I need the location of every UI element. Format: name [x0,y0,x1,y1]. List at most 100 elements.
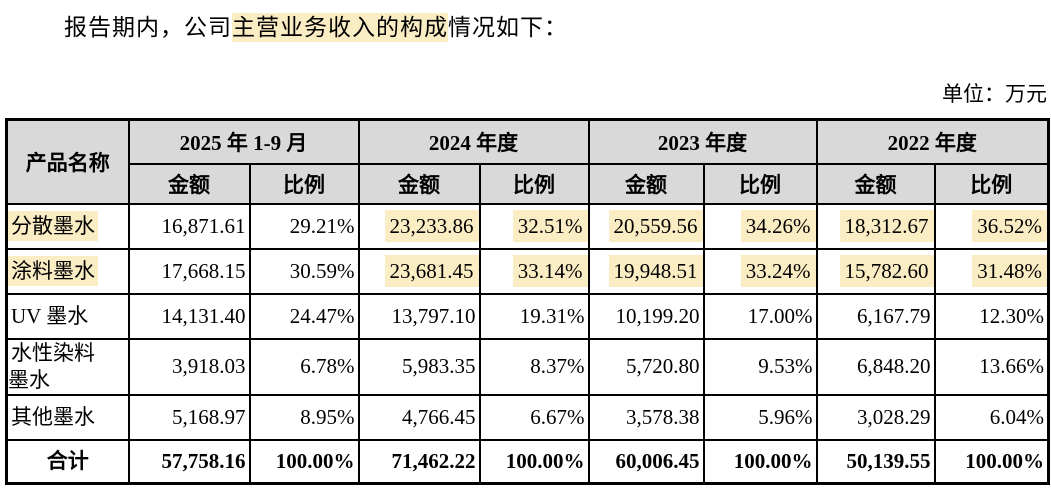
total-ratio-cell: 100.00% [702,438,818,485]
ratio-cell-text: 33.24% [740,254,815,287]
table-row: 分散墨水 16,871.61 29.21% 23,233.86 32.51% 20,559… [5,202,1050,250]
amount-cell: 6,848.20 [815,337,936,396]
ratio-cell-text: 17.00% [747,303,813,328]
ratio-cell-text: 36.52% [972,209,1047,242]
amount-cell: 16,871.61 [127,202,251,250]
product-name-cell-text: 涂料墨水 [8,255,98,286]
amount-cell: 3,028.29 [815,393,936,441]
product-name-cell: 分散墨水 [5,202,130,250]
ratio-cell-text: 8.95% [300,404,355,429]
ratio-cell: 31.48% [933,247,1050,295]
amount-cell-text: 5,983.35 [402,354,476,378]
ratio-cell-text: 24.47% [289,303,355,328]
ratio-cell: 24.47% [248,292,360,340]
amount-header: 金额 [357,162,481,205]
total-ratio-cell: 100.00% [248,438,360,485]
ratio-cell-text: 31.48% [972,254,1047,287]
ratio-cell-text: 33.14% [512,254,587,287]
ratio-cell: 33.24% [702,247,818,295]
ratio-cell-text: 30.59% [289,258,355,283]
ratio-cell-text: 6.78% [300,354,355,378]
total-ratio-cell-text: 100.00% [505,448,585,473]
total-amount-cell-text: 57,758.16 [161,448,246,473]
product-name-cell: UV 墨水 [5,292,130,340]
amount-cell: 18,312.67 [815,202,936,250]
ratio-cell: 29.21% [248,202,360,250]
ratio-cell-text: 6.67% [530,404,585,429]
amount-cell-text: 3,578.38 [626,404,700,429]
total-amount-cell: 71,462.22 [357,438,481,485]
ratio-header: 比例 [702,162,818,205]
ratio-cell-text: 8.37% [530,354,585,378]
total-amount-cell-text: 71,462.22 [391,448,476,473]
product-name-cell-text: UV 墨水 [11,303,89,328]
period-header-2023: 2023 年度 [587,118,818,165]
page-title: 报告期内，公司主营业务收入的构成情况如下： [64,12,1051,43]
amount-cell: 13,797.10 [357,292,481,340]
ratio-cell: 19.31% [478,292,590,340]
product-name-cell: 水性染料 墨水 [5,337,130,396]
amount-cell: 3,578.38 [587,393,705,441]
ratio-cell-text: 29.21% [289,213,355,238]
ratio-cell-text: 34.26% [740,209,815,242]
total-amount-cell: 57,758.16 [127,438,251,485]
amount-cell: 4,766.45 [357,393,481,441]
amount-cell-text: 13,797.10 [391,303,476,328]
amount-cell-text: 3,918.03 [172,354,246,378]
ratio-cell-text: 5.96% [758,404,813,429]
total-amount-cell: 50,139.55 [815,438,936,485]
amount-cell-text: 14,131.40 [161,303,246,328]
table-body: 分散墨水 16,871.61 29.21% 23,233.86 32.51% 20,559… [5,202,1050,485]
amount-header: 金额 [127,162,251,205]
ratio-header: 比例 [933,162,1050,205]
total-ratio-cell: 100.00% [933,438,1050,485]
ratio-cell: 32.51% [478,202,590,250]
amount-cell-text: 5,168.97 [172,404,246,429]
amount-cell: 5,168.97 [127,393,251,441]
amount-header: 金额 [587,162,705,205]
product-name-cell: 其他墨水 [5,393,130,441]
total-label-cell-text: 合计 [46,448,89,473]
amount-cell-text: 6,848.20 [857,354,931,378]
unit-label: 单位：万元 [942,82,1047,106]
product-name-cell-text: 其他墨水 [11,404,95,429]
ratio-header: 比例 [478,162,590,205]
amount-cell-text: 6,167.79 [857,303,931,328]
period-header-2024: 2024 年度 [357,118,590,165]
amount-cell-text: 23,233.86 [384,209,478,242]
title-prefix: 报告期内，公司 [64,15,232,40]
title-highlighted-text: 主营业务收入的构成 [232,13,448,42]
ratio-cell: 33.14% [478,247,590,295]
ratio-cell: 6.78% [248,337,360,396]
ratio-cell-text: 12.30% [979,303,1044,328]
ratio-cell: 5.96% [702,393,818,441]
amount-header: 金额 [815,162,936,205]
product-name-cell-text: 水性染料 墨水 [8,340,96,392]
amount-cell-text: 5,720.80 [626,354,700,378]
product-name-header: 产品名称 [5,118,130,205]
ratio-cell: 8.95% [248,393,360,441]
amount-cell: 5,720.80 [587,337,705,396]
amount-cell: 5,983.35 [357,337,481,396]
ratio-cell: 12.30% [933,292,1050,340]
amount-cell-text: 20,559.56 [608,209,702,242]
amount-cell-text: 3,028.29 [857,404,931,429]
ratio-cell: 17.00% [702,292,818,340]
total-ratio-cell-text: 100.00% [275,448,355,473]
total-amount-cell: 60,006.45 [587,438,705,485]
header-row-periods: 产品名称 2025 年 1-9 月 2024 年度 2023 年度 2022 年… [5,118,1050,205]
period-header-2022: 2022 年度 [815,118,1050,165]
ratio-cell: 6.04% [933,393,1050,441]
table-row: UV 墨水 14,131.40 24.47% 13,797.10 19.31% 10,19… [5,292,1050,340]
ratio-cell-text: 32.51% [512,209,587,242]
amount-cell: 17,668.15 [127,247,251,295]
amount-cell: 6,167.79 [815,292,936,340]
table-row: 水性染料 墨水 3,918.03 6.78% 5,983.35 8.37% 5,720.8… [5,337,1050,396]
amount-cell: 15,782.60 [815,247,936,295]
amount-cell-text: 15,782.60 [839,254,933,287]
total-ratio-cell: 100.00% [478,438,590,485]
ratio-cell: 30.59% [248,247,360,295]
amount-cell: 14,131.40 [127,292,251,340]
ratio-cell: 8.37% [478,337,590,396]
